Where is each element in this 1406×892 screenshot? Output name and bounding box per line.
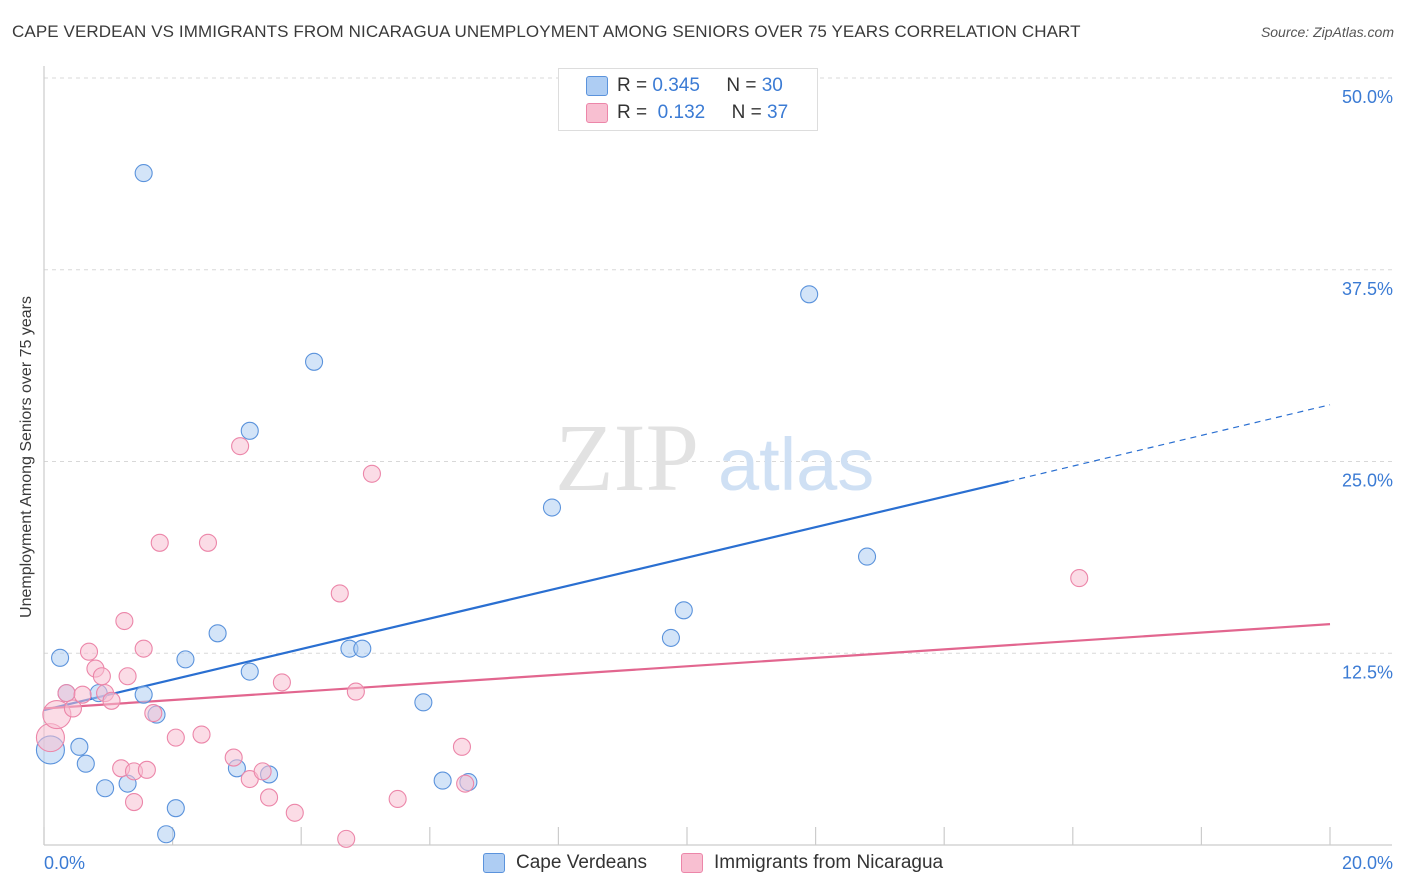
nicaragua-point [346,682,365,701]
trend-line-extension [1008,404,1331,483]
nicaragua-point [118,667,137,686]
legend-label: Cape Verdeans [516,852,647,873]
source-label: Source: ZipAtlas.com [1260,24,1394,40]
y-tick-label: 37.5% [1342,279,1393,299]
cape-verdean-point [353,639,372,658]
legend-item-cape-verdeans: Cape Verdeans [483,852,647,874]
cape-verdean-point [76,754,95,773]
nicaragua-point [150,533,169,552]
nicaragua-point [259,788,279,807]
r-value: 0.132 [657,102,706,123]
nicaragua-point [137,760,156,779]
y-tick-label: 25.0% [1342,471,1393,491]
y-axis-label: Unemployment Among Seniors over 75 years [18,296,35,618]
nicaragua-point [63,699,82,718]
watermark-atlas: atlas [718,423,874,506]
y-tick-label: 50.0% [1342,87,1393,107]
legend-swatch-blue [586,76,608,96]
nicaragua-point [452,737,472,756]
nicaragua-point [337,829,356,848]
legend-row-cape-verdeans: R = 0.345 N = 30 [586,73,783,99]
n-label: N = [726,75,757,96]
trend-line-nicaragua [43,623,1331,710]
data-points [35,164,1089,848]
nicaragua-point [134,639,153,658]
nicaragua-point [388,789,407,809]
nicaragua-point [192,725,211,744]
legend-row-nicaragua: R = 0.132 N = 37 [586,100,789,126]
nicaragua-point [231,437,250,456]
cape-verdean-point [166,799,185,818]
nicaragua-point [124,792,144,812]
cape-verdean-point [674,601,693,620]
r-label: R = [617,102,648,123]
gridlines [44,77,1392,654]
cape-verdean-point [208,624,227,643]
cape-verdean-point [305,352,324,371]
nicaragua-point [92,667,111,686]
cape-verdean-point [176,650,195,669]
nicaragua-point [79,642,99,661]
y-tick-label: 12.5% [1342,662,1393,682]
x-tick-label: 20.0% [1342,853,1393,873]
cape-verdean-point [96,779,115,798]
chart-title: CAPE VERDEAN VS IMMIGRANTS FROM NICARAGU… [12,22,1081,41]
cape-verdean-point [661,628,680,647]
cape-verdean-point [240,662,259,681]
n-value: 37 [767,102,789,123]
cape-verdean-point [433,771,452,790]
nicaragua-point [224,748,243,767]
nicaragua-point [198,533,218,552]
watermark: ZIP atlas [555,404,874,511]
nicaragua-point [272,673,291,692]
legend-swatch-blue [483,853,505,873]
n-label: N = [731,102,762,123]
nicaragua-point [73,685,92,704]
y-tick-labels: 12.5% 25.0% 37.5% 50.0% [1342,87,1393,682]
r-label: R = [617,75,648,96]
cape-verdean-point [857,547,877,566]
legend-label: Immigrants from Nicaragua [714,852,944,873]
x-tick-labels: 0.0% 20.0% [44,853,1393,873]
nicaragua-point [330,584,349,603]
nicaragua-point [57,684,76,703]
trend-line-cape-verdeans [43,480,1009,712]
x-tick-label: 0.0% [44,853,85,873]
nicaragua-point [362,464,381,483]
nicaragua-point [144,704,163,723]
nicaragua-point [166,728,185,747]
nicaragua-point [115,611,134,631]
legend-item-nicaragua: Immigrants from Nicaragua [681,852,943,874]
cape-verdean-point [51,648,70,667]
series-legend: Cape Verdeans Immigrants from Nicaragua [0,852,1406,878]
nicaragua-point [1070,569,1089,588]
nicaragua-point [253,762,272,781]
nicaragua-point [102,691,121,710]
correlation-legend: R = 0.345 N = 30 R = 0.132 N = 37 [558,68,818,131]
cape-verdean-point [157,825,176,844]
n-value: 30 [761,75,783,96]
cape-verdean-point [240,421,259,440]
nicaragua-point [285,803,304,822]
nicaragua-point [456,774,475,793]
legend-swatch-pink [681,853,703,873]
cape-verdean-point [134,685,153,704]
r-value: 0.345 [652,75,700,96]
cape-verdean-point [542,498,562,517]
cape-verdean-point [414,693,433,712]
legend-swatch-pink [586,103,608,123]
cape-verdean-point [134,164,153,183]
trend-lines [43,404,1331,712]
watermark-zip: ZIP [555,404,699,511]
cape-verdean-point [70,737,89,756]
cape-verdean-point [800,285,819,304]
